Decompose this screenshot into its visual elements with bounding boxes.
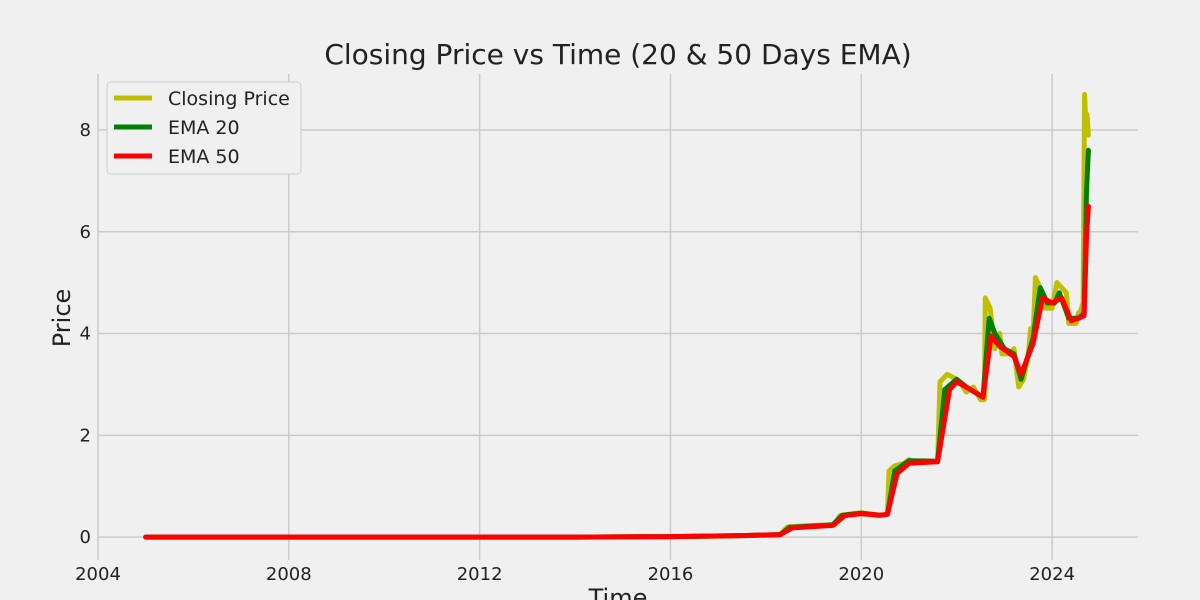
tick-labels: 2004 2008 2012 2016 2020 2024 0 2 4 6 8 xyxy=(75,120,1075,585)
legend-box xyxy=(106,81,302,175)
y-tick-label: 4 xyxy=(80,324,91,345)
x-tick-label: 2012 xyxy=(457,564,503,585)
legend-label: Closing Price xyxy=(168,88,290,110)
grid xyxy=(97,74,1138,560)
x-tick-label: 2020 xyxy=(838,564,884,585)
legend: Closing Price EMA 20 EMA 50 xyxy=(106,81,302,175)
y-tick-label: 0 xyxy=(80,527,91,548)
chart-title: Closing Price vs Time (20 & 50 Days EMA) xyxy=(324,38,911,71)
y-tick-label: 2 xyxy=(80,425,91,446)
x-tick-label: 2008 xyxy=(266,564,312,585)
x-tick-label: 2024 xyxy=(1029,564,1075,585)
y-tick-label: 8 xyxy=(80,120,91,141)
series-line-3 xyxy=(143,203,1091,540)
legend-label: EMA 20 xyxy=(168,117,240,139)
y-axis-label: Price xyxy=(48,289,76,348)
legend-label: EMA 50 xyxy=(168,146,240,168)
x-tick-label: 2004 xyxy=(75,564,121,585)
x-tick-label: 2016 xyxy=(648,564,694,585)
y-tick-label: 6 xyxy=(80,222,91,243)
x-axis-label: Time xyxy=(588,584,648,600)
series-lines xyxy=(143,91,1091,540)
